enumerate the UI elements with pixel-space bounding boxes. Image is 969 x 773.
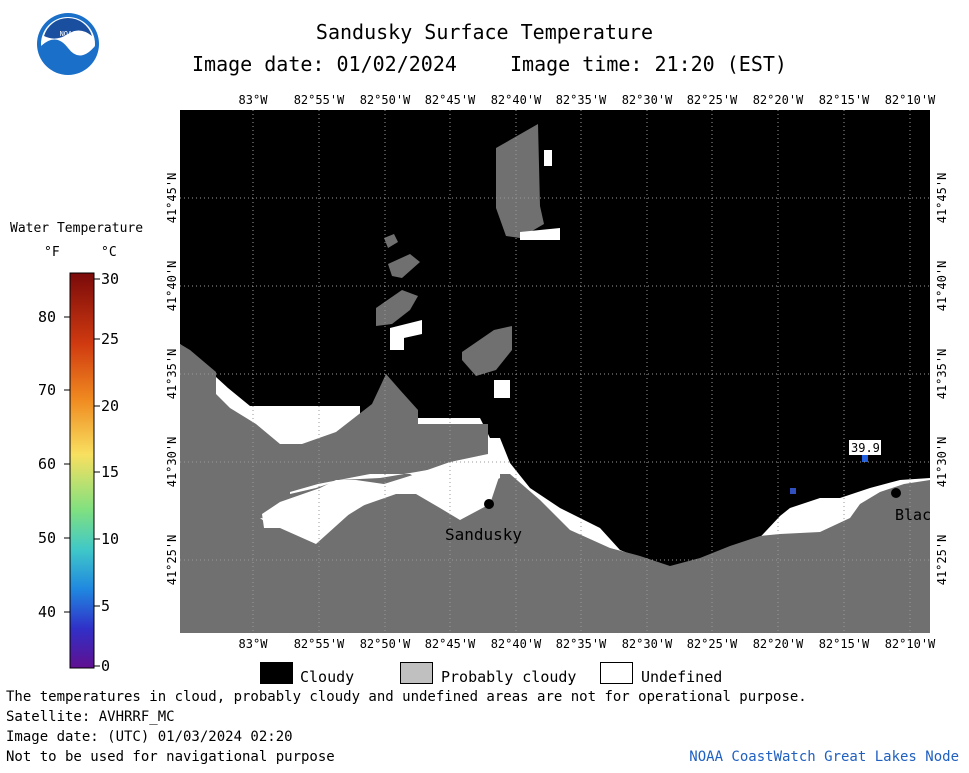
legend-label-probably-cloudy: Probably cloudy <box>441 668 577 686</box>
legend-label-cloudy: Cloudy <box>300 668 355 686</box>
city-marker-blac <box>891 488 901 498</box>
c-tick: 10 <box>101 530 119 548</box>
lon-label-bottom: 82°20'W <box>753 637 804 651</box>
land-area <box>180 344 930 633</box>
sst-pixel <box>862 454 868 462</box>
f-tick: 80 <box>38 308 56 326</box>
colorbar: 80 70 60 50 40 30 25 20 15 10 5 0 <box>38 270 119 675</box>
place-label-blac: Blac <box>895 506 931 524</box>
credit-text: NOAA CoastWatch Great Lakes Node <box>689 749 959 765</box>
disclaimer-text: The temperatures in cloud, probably clou… <box>6 689 807 705</box>
c-tick: 0 <box>101 657 110 675</box>
f-tick: 60 <box>38 455 56 473</box>
unit-fahrenheit: °F <box>44 245 60 260</box>
lat-label-left: 41°25'N <box>165 535 179 586</box>
lon-label-top: 82°50'W <box>360 93 411 107</box>
colorbar-title: Water Temperature <box>10 221 144 236</box>
noaa-logo: NOAA <box>37 13 99 75</box>
lon-label-bottom: 83°W <box>239 637 269 651</box>
legend-label-undefined: Undefined <box>641 668 723 686</box>
c-tick: 25 <box>101 330 119 348</box>
map: Sandusky Blac 39.9 83°W 82°55'W 82°50'W … <box>165 93 949 651</box>
legend-swatch-probably-cloudy <box>400 662 433 684</box>
f-tick: 70 <box>38 381 56 399</box>
c-tick: 15 <box>101 463 119 481</box>
c-tick: 5 <box>101 597 110 615</box>
lat-label-left: 41°45'N <box>165 173 179 224</box>
logo-text: NOAA <box>60 30 78 38</box>
temperature-readout: 39.9 <box>851 441 880 455</box>
lon-label-top: 82°40'W <box>491 93 542 107</box>
lon-label-bottom: 82°40'W <box>491 637 542 651</box>
legend-swatch-cloudy <box>260 662 293 684</box>
city-marker-sandusky <box>484 499 494 509</box>
lon-label-top: 82°10'W <box>885 93 936 107</box>
lat-label-right: 41°25'N <box>935 535 949 586</box>
image-time-label: Image time: 21:20 (EST) <box>510 52 787 76</box>
lon-label-bottom: 82°35'W <box>556 637 607 651</box>
satellite-text: Satellite: AVHRRF_MC <box>6 709 175 725</box>
lon-label-bottom: 82°45'W <box>425 637 476 651</box>
lat-label-left: 41°30'N <box>165 437 179 488</box>
sst-pixel <box>790 488 796 494</box>
lon-label-bottom: 82°50'W <box>360 637 411 651</box>
lon-label-top: 82°25'W <box>687 93 738 107</box>
lat-label-right: 41°35'N <box>935 349 949 400</box>
lon-label-top: 82°30'W <box>622 93 673 107</box>
colorbar-gradient <box>69 272 95 669</box>
place-label-sandusky: Sandusky <box>445 525 522 544</box>
navigation-warning: Not to be used for navigational purpose <box>6 749 335 765</box>
image-date-label: Image date: 01/02/2024 <box>192 52 457 76</box>
utc-date-text: Image date: (UTC) 01/03/2024 02:20 <box>6 729 293 745</box>
lon-label-bottom: 82°10'W <box>885 637 936 651</box>
lon-label-top: 82°45'W <box>425 93 476 107</box>
lon-label-bottom: 82°30'W <box>622 637 673 651</box>
lon-label-top: 82°35'W <box>556 93 607 107</box>
c-tick: 20 <box>101 397 119 415</box>
lon-label-bottom: 82°25'W <box>687 637 738 651</box>
lat-label-right: 41°40'N <box>935 261 949 312</box>
lat-label-left: 41°35'N <box>165 349 179 400</box>
legend-swatch-undefined <box>600 662 633 684</box>
f-tick: 50 <box>38 529 56 547</box>
lon-label-top: 82°55'W <box>294 93 345 107</box>
lon-label-bottom: 82°15'W <box>819 637 870 651</box>
lon-label-top: 82°20'W <box>753 93 804 107</box>
lat-label-left: 41°40'N <box>165 261 179 312</box>
lon-label-bottom: 82°55'W <box>294 637 345 651</box>
page-title: Sandusky Surface Temperature <box>315 20 654 44</box>
c-tick: 30 <box>101 270 119 288</box>
lat-label-right: 41°30'N <box>935 437 949 488</box>
f-tick: 40 <box>38 603 56 621</box>
unit-celsius: °C <box>101 245 117 260</box>
lat-label-right: 41°45'N <box>935 173 949 224</box>
lon-label-top: 82°15'W <box>819 93 870 107</box>
temperature-readout-box <box>849 440 881 455</box>
lon-label-top: 83°W <box>239 93 269 107</box>
